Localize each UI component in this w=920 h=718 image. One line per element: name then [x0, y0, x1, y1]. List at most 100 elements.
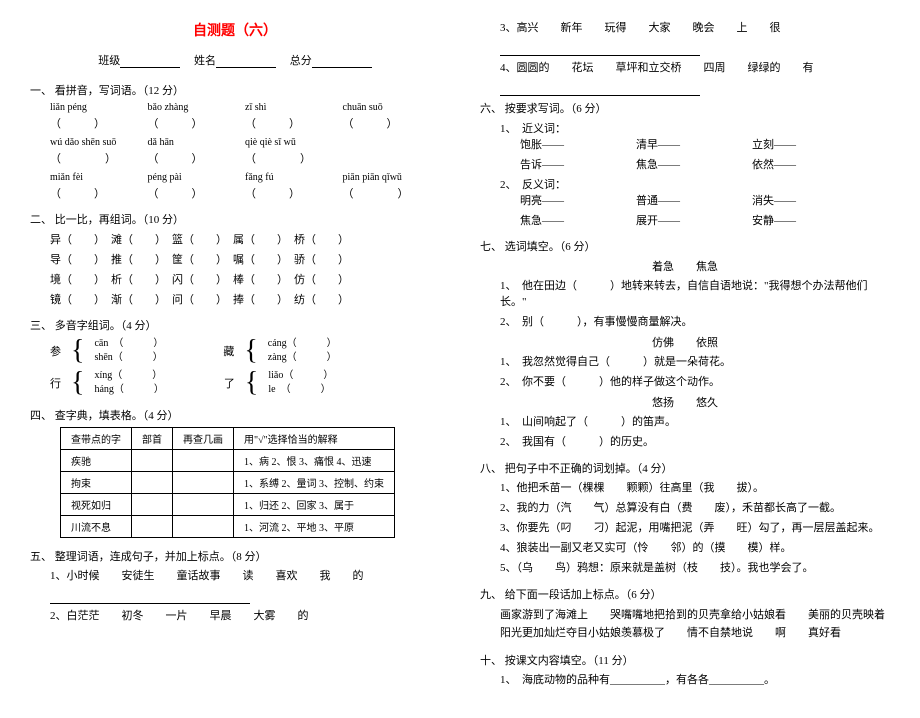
section-8: 八、 把句子中不正确的词划掉。（4 分） 1、他把禾苗一（棵棵 颗颗）往高里（我… — [480, 460, 890, 576]
paren — [343, 150, 441, 166]
fill-join: 1、 山间响起了（ ）的笛声。 — [500, 414, 890, 430]
cross-item: 3、你要先（叼 刁）起泥，用嘴把泥（弄 旺）勾了，再一层层盖起来。 — [500, 520, 890, 536]
sentence-item: 2、白茫茫 初冬 一片 早晨 大雾 的 — [50, 608, 440, 624]
pinyin: dǎ hān — [148, 137, 246, 148]
cross-item: 1、他把禾苗一（棵棵 颗颗）往高里（我 拔）。 — [500, 480, 890, 496]
reading: cáng（ ） — [268, 337, 337, 351]
section-9: 九、 给下面一段话加上标点。（6 分） 画家游到了海滩上 哭嘴嘴地把拾到的贝壳拿… — [480, 586, 890, 642]
section-4: 四、 查字典，填表格。（4 分） 查带点的字部首再查几画用"√"选择恰当的解释 … — [30, 407, 440, 538]
td: 1、病 2、恨 3、痛恨 4、迅速 — [234, 450, 395, 472]
s10-title: 十、 按课文内容填空。（11 分） — [480, 652, 890, 668]
s4-title: 四、 查字典，填表格。（4 分） — [30, 407, 440, 423]
char-item: 桥（ ） — [294, 231, 349, 247]
pinyin — [343, 137, 441, 148]
paren: （ ） — [343, 185, 441, 201]
s5-title: 五、 整理词语，连成句子，并加上标点。（8 分） — [30, 548, 440, 564]
word-pair: 展开—— — [636, 212, 680, 228]
fill-item: 2、 你不要（ ）他的样子做这个动作。 — [500, 374, 890, 390]
char-item: 捧（ ） — [233, 291, 288, 307]
header-line: 班级 姓名 总分 — [30, 52, 440, 68]
pinyin: péng pài — [148, 172, 246, 183]
paren: （ ） — [50, 150, 148, 166]
s9-title: 九、 给下面一段话加上标点。（6 分） — [480, 586, 890, 602]
pinyin: miǎn fèi — [50, 172, 148, 183]
reading: cān （ ） — [94, 337, 163, 351]
word-pair: 明亮—— — [520, 192, 564, 208]
name-blank — [216, 56, 276, 68]
content-fill: 1、 海底动物的品种有__________，有各各__________。 — [500, 672, 890, 688]
paren: （ ） — [148, 185, 246, 201]
paren: （ ） — [50, 115, 148, 131]
fill-item: 1、 他在田边（ ）地转来转去，自信自语地说："我得想个办法帮他们长。" — [500, 278, 890, 310]
char-item: 属（ ） — [233, 231, 288, 247]
word-pair: 安静—— — [752, 212, 796, 228]
section-5-left: 五、 整理词语，连成句子，并加上标点。（8 分） 1、小时候 安徒生 童话故事 … — [30, 548, 440, 624]
s3-title: 三、 多音字组词。（4 分） — [30, 317, 440, 333]
word-pair: 焦急—— — [636, 156, 680, 172]
char-item: 滩（ ） — [111, 231, 166, 247]
char-item: 篮（ ） — [172, 231, 227, 247]
char-item: 嘱（ ） — [233, 251, 288, 267]
pinyin: bǎo zhàng — [148, 102, 246, 113]
paren: （ ） — [343, 115, 441, 131]
class-label: 班级 — [98, 55, 120, 67]
td — [132, 516, 173, 538]
brace-icon: { — [245, 369, 258, 397]
s1-title: 一、 看拼音，写词语。（12 分） — [30, 82, 440, 98]
multi-char: 参 — [50, 343, 61, 359]
dict-table: 查带点的字部首再查几画用"√"选择恰当的解释 疾驰1、病 2、恨 3、痛恨 4、… — [60, 427, 395, 538]
answer-line — [500, 84, 700, 96]
section-3: 三、 多音字组词。（4 分） 参 { cān （ ）shēn（ ） 藏 { cáng… — [30, 317, 440, 397]
s2-title: 二、 比一比，再组词。（10 分） — [30, 211, 440, 227]
brace-icon: { — [244, 337, 257, 365]
left-column: 自测题（六） 班级 姓名 总分 一、 看拼音，写词语。（12 分） liǎn p… — [30, 20, 440, 698]
word-pair: 消失—— — [752, 192, 796, 208]
pinyin: wú dǎo shēn suō — [50, 137, 148, 148]
section-7: 七、 选词填空。（6 分） 着急 焦急 1、 他在田边（ ）地转来转去，自信自语… — [480, 238, 890, 450]
paren: （ ） — [50, 185, 148, 201]
reading: háng（ ） — [94, 383, 163, 397]
char-item: 导（ ） — [50, 251, 105, 267]
th: 查带点的字 — [61, 428, 132, 450]
reading: shēn（ ） — [94, 351, 163, 365]
pinyin: zī shì — [245, 102, 343, 113]
section-1: 一、 看拼音，写词语。（12 分） liǎn péngbǎo zhàngzī s… — [30, 82, 440, 201]
cross-item: 5、（乌 鸟）鸦想：原来就是盖树（枝 技）。我也学会了。 — [500, 560, 890, 576]
td: 拘束 — [61, 472, 132, 494]
word-pair: 立刻—— — [752, 136, 796, 152]
td — [132, 472, 173, 494]
th: 部首 — [132, 428, 173, 450]
multi-char: 了 — [224, 375, 235, 391]
multi-char: 藏 — [223, 343, 234, 359]
td: 视死如归 — [61, 494, 132, 516]
td: 川流不息 — [61, 516, 132, 538]
section-10: 十、 按课文内容填空。（11 分） 1、 海底动物的品种有__________，… — [480, 652, 890, 688]
reading: liǎo（ ） — [268, 369, 333, 383]
word-pair: 清早—— — [636, 136, 680, 152]
near-label: 1、 近义词： — [500, 120, 890, 136]
reading: le （ ） — [268, 383, 333, 397]
word-pair: 依然—— — [752, 156, 796, 172]
td: 1、系缚 2、量词 3、控制、约束 — [234, 472, 395, 494]
cross-item: 4、狼装出一副又老又实可（怜 邻）的（摸 模）样。 — [500, 540, 890, 556]
punct-text: 画家游到了海滩上 哭嘴嘴地把拾到的贝壳拿给小姑娘看 美丽的贝壳映着阳光更加灿烂夺… — [500, 606, 890, 642]
answer-line — [500, 44, 700, 56]
td — [173, 516, 234, 538]
total-label: 总分 — [290, 55, 312, 67]
char-item: 析（ ） — [111, 271, 166, 287]
td — [173, 494, 234, 516]
td — [173, 450, 234, 472]
doc-title: 自测题（六） — [30, 20, 440, 40]
char-item: 问（ ） — [172, 291, 227, 307]
word-pair: 普通—— — [636, 192, 680, 208]
th: 再查几画 — [173, 428, 234, 450]
sentence-item: 4、圆圆的 花坛 草坪和立交桥 四周 绿绿的 有 — [500, 60, 890, 76]
fill-item: 1、 我忽然觉得自己（ ）就是一朵荷花。 — [500, 354, 890, 370]
td — [132, 494, 173, 516]
multi-char: 行 — [50, 375, 61, 391]
brace-icon: { — [71, 369, 84, 397]
paren: （ ） — [245, 185, 343, 201]
td — [173, 472, 234, 494]
fill-item: 2、 别（ ），有事慢慢商量解决。 — [500, 314, 890, 330]
brace-icon: { — [71, 337, 84, 365]
